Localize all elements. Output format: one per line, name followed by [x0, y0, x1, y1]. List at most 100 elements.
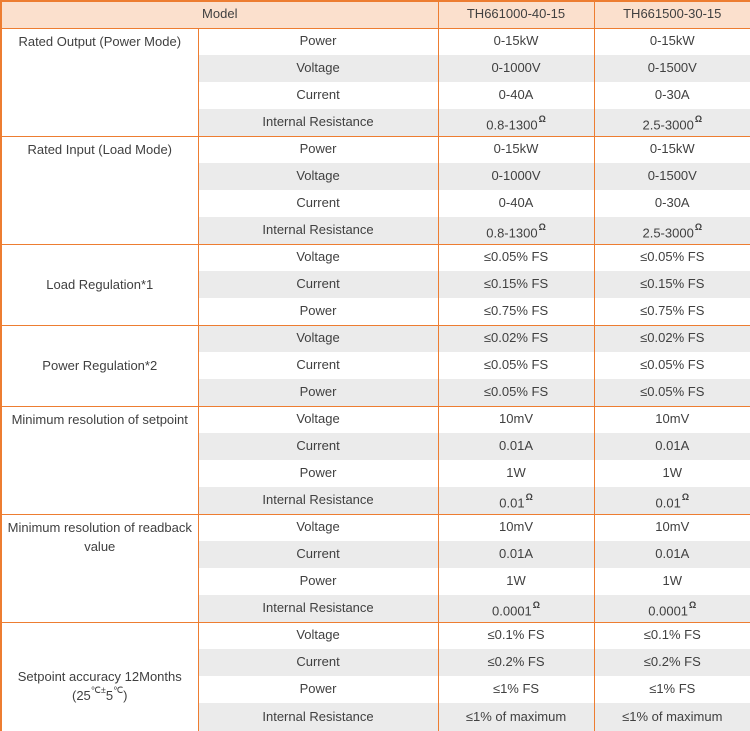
param-cell: Internal Resistance — [197, 217, 439, 244]
table-row: Current ≤0.2% FS ≤0.2% FS — [1, 649, 750, 676]
param-cell: Current — [197, 541, 439, 568]
value-cell: ≤1% FS — [437, 676, 595, 703]
table-row: Internal Resistance 0.01Ω 0.01Ω — [1, 487, 750, 514]
value-cell: 0.01A — [593, 433, 750, 460]
table-row: Voltage 0-1000V 0-1500V — [1, 163, 750, 190]
param-cell: Internal Resistance — [197, 109, 439, 136]
value-cell: 0-1500V — [593, 55, 750, 82]
value-cell: ≤0.05% FS — [593, 243, 750, 271]
param-cell: Voltage — [197, 324, 439, 352]
value-cell: 10mV — [593, 405, 750, 433]
group-label-cell: Minimum resolution of readback value — [0, 513, 199, 622]
value-cell: 0-30A — [593, 190, 750, 217]
value-cell: ≤0.75% FS — [593, 298, 750, 325]
table-row: Power ≤0.05% FS ≤0.05% FS — [1, 379, 750, 406]
table-row: Power Regulation*2 Voltage ≤0.02% FS ≤0.… — [0, 324, 750, 406]
value-cell: 0.0001Ω — [593, 595, 750, 622]
ohm-superscript: Ω — [538, 221, 546, 232]
group-label-cell: Setpoint accuracy 12Months (25℃±5℃) — [0, 621, 199, 731]
param-cell: Current — [197, 433, 439, 460]
table-row: Current 0.01A 0.01A — [1, 433, 750, 460]
table-header: Model TH661000-40-15 TH661500-30-15 — [0, 1, 750, 29]
param-cell: Current — [197, 649, 439, 676]
group-label-cell: Load Regulation*1 — [0, 243, 199, 325]
value-cell: ≤1% FS — [593, 676, 750, 703]
ohm-superscript: Ω — [694, 221, 703, 232]
value-cell: ≤0.1% FS — [593, 621, 750, 649]
value-cell: 1W — [437, 460, 595, 487]
value-cell: 0.01A — [437, 541, 595, 568]
value-cell: ≤0.05% FS — [593, 379, 750, 406]
table-row: Internal Resistance 0.0001Ω 0.0001Ω — [1, 595, 750, 622]
table-row: Power ≤0.75% FS ≤0.75% FS — [1, 298, 750, 325]
value-cell: 0.8-1300Ω — [437, 109, 595, 136]
value-cell: ≤0.05% FS — [437, 352, 595, 379]
value-cell: 1W — [437, 568, 595, 595]
value-cell: 0-15kW — [437, 27, 595, 55]
value-cell: 0.8-1300Ω — [437, 217, 595, 244]
value-cell: 0-1000V — [437, 55, 595, 82]
value-cell: ≤0.75% FS — [437, 298, 595, 325]
value-cell: ≤0.02% FS — [437, 324, 595, 352]
value-cell: ≤0.02% FS — [593, 324, 750, 352]
value-cell: ≤0.2% FS — [593, 649, 750, 676]
param-cell: Power — [197, 568, 439, 595]
table-row: Rated Input (Load Mode) Power 0-15kW 0-1… — [0, 135, 750, 244]
model-1-header-cell: TH661000-40-15 — [437, 1, 595, 29]
param-cell: Internal Resistance — [197, 703, 439, 731]
value-cell: 10mV — [437, 405, 595, 433]
value-cell: 1W — [593, 460, 750, 487]
value-cell: 2.5-3000Ω — [593, 109, 750, 136]
celsius-superscript: ℃± — [90, 685, 106, 696]
model-2-header-cell: TH661500-30-15 — [593, 1, 750, 29]
value-cell: 0.0001Ω — [437, 595, 595, 622]
header-row: Model TH661000-40-15 TH661500-30-15 — [0, 1, 750, 29]
table-row: Internal Resistance ≤1% of maximum ≤1% o… — [1, 703, 750, 731]
model-header-cell: Model — [0, 1, 439, 29]
ohm-superscript: Ω — [681, 491, 690, 502]
value-cell: 0.01A — [437, 433, 595, 460]
value-cell: ≤0.15% FS — [593, 271, 750, 298]
table-row: Current ≤0.05% FS ≤0.05% FS — [1, 352, 750, 379]
value-cell: 0-40A — [437, 82, 595, 109]
value-cell: ≤0.05% FS — [593, 352, 750, 379]
value-cell: 0-1500V — [593, 163, 750, 190]
table-row: Internal Resistance 0.8-1300Ω 2.5-3000Ω — [1, 217, 750, 244]
group-label-cell: Minimum resolution of setpoint — [0, 405, 199, 514]
table-row: Current 0.01A 0.01A — [1, 541, 750, 568]
param-cell: Power — [197, 460, 439, 487]
param-cell: Current — [197, 190, 439, 217]
table-row: Current 0-40A 0-30A — [1, 82, 750, 109]
param-cell: Voltage — [197, 621, 439, 649]
table-row: Rated Output (Power Mode) Power 0-15kW 0… — [0, 27, 750, 136]
table-row: Minimum resolution of readback value Vol… — [0, 513, 750, 622]
value-cell: ≤1% of maximum — [593, 703, 750, 731]
table-row: Current 0-40A 0-30A — [1, 190, 750, 217]
param-cell: Voltage — [197, 163, 439, 190]
param-cell: Current — [197, 82, 439, 109]
value-cell: 0.01A — [593, 541, 750, 568]
value-cell: ≤0.2% FS — [437, 649, 595, 676]
value-cell: 0-15kW — [593, 27, 750, 55]
table-row: Minimum resolution of setpoint Voltage 1… — [0, 405, 750, 514]
ohm-superscript: Ω — [694, 113, 703, 124]
value-cell: 0-40A — [437, 190, 595, 217]
table-row: Internal Resistance 0.8-1300Ω 2.5-3000Ω — [1, 109, 750, 136]
group-label-cell: Rated Output (Power Mode) — [0, 27, 199, 136]
value-cell: ≤0.05% FS — [437, 379, 595, 406]
param-cell: Power — [197, 379, 439, 406]
param-cell: Internal Resistance — [197, 595, 439, 622]
table-row: Power 1W 1W — [1, 568, 750, 595]
table-row: Power 1W 1W — [1, 460, 750, 487]
table-row: Power ≤1% FS ≤1% FS — [1, 676, 750, 703]
value-cell: ≤0.1% FS — [437, 621, 595, 649]
group-label-cell: Power Regulation*2 — [0, 324, 199, 406]
value-cell: 2.5-3000Ω — [593, 217, 750, 244]
param-cell: Voltage — [197, 243, 439, 271]
temperature-condition: (25℃±5℃) — [71, 685, 128, 704]
value-cell: 0-15kW — [437, 135, 595, 163]
param-cell: Current — [197, 271, 439, 298]
ohm-superscript: Ω — [525, 491, 533, 502]
value-cell: 10mV — [437, 513, 595, 541]
